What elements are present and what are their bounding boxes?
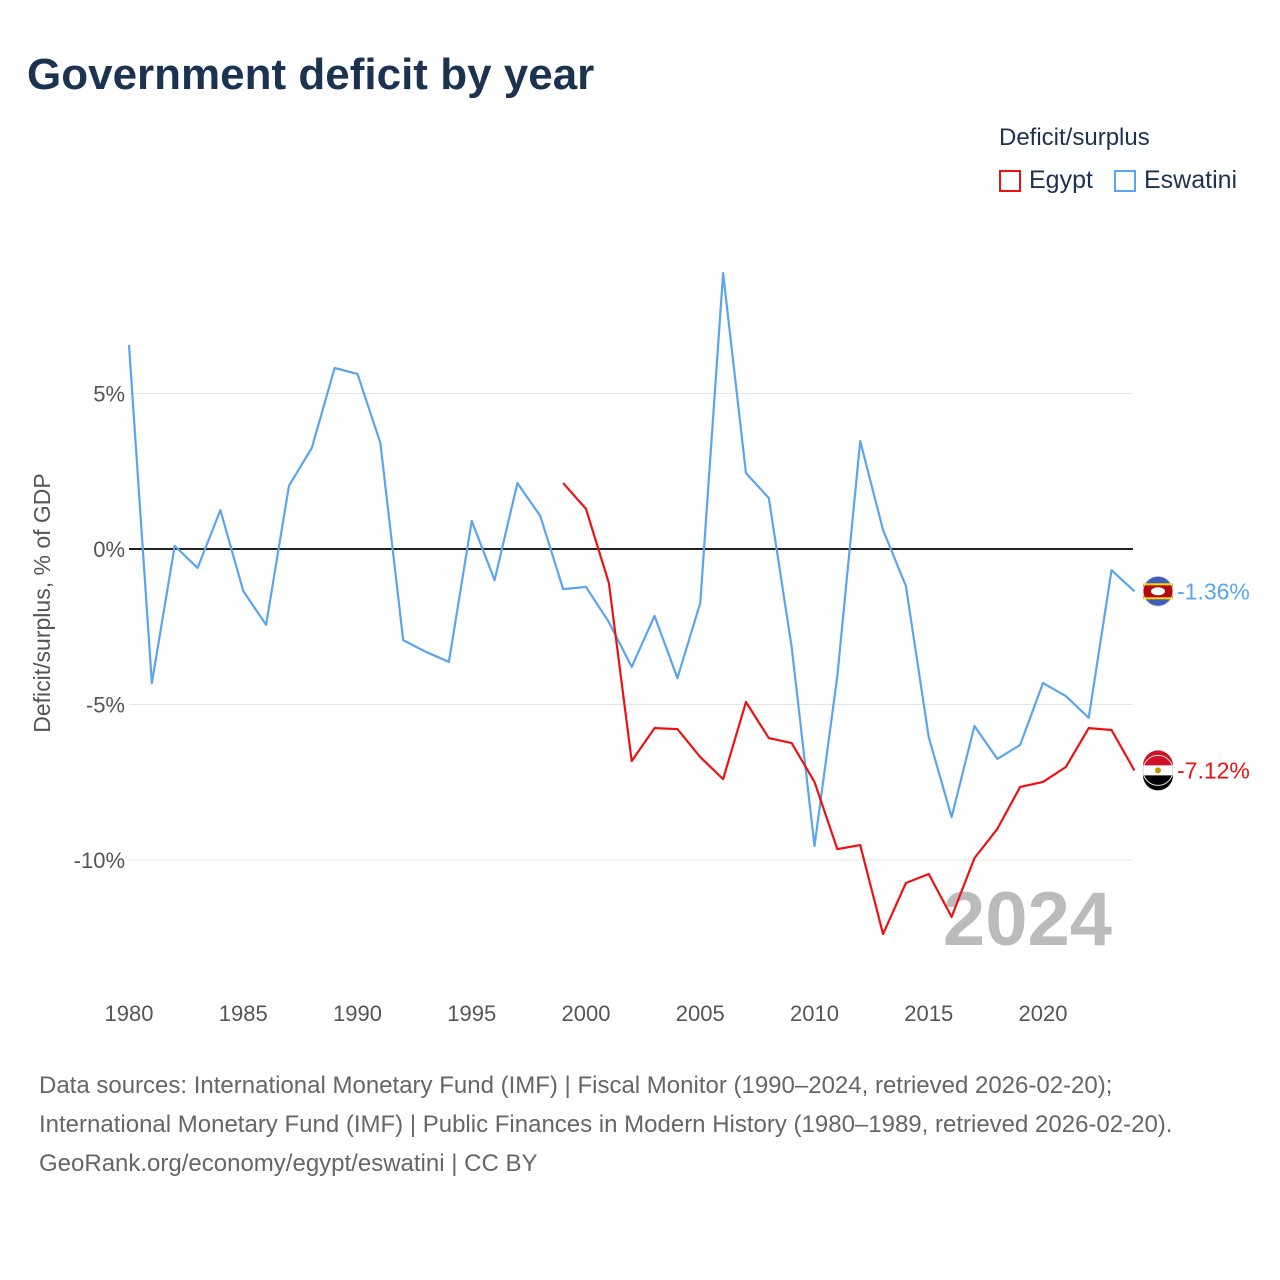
- x-tick-label: 1995: [447, 1001, 496, 1026]
- x-tick-label: 2015: [904, 1001, 953, 1026]
- legend-label: Eswatini: [1144, 166, 1238, 194]
- y-tick-label: -5%: [86, 693, 125, 718]
- y-tick-label: 5%: [93, 382, 125, 407]
- legend-label: Egypt: [1029, 166, 1093, 194]
- series-line-eswatini[interactable]: [127, 272, 1136, 848]
- data-sources: Data sources: International Monetary Fun…: [39, 1072, 1173, 1138]
- legend-item-egypt[interactable]: Egypt: [999, 166, 1093, 195]
- footer: Data sources: International Monetary Fun…: [39, 1066, 1239, 1183]
- legend-swatch-eswatini: [1114, 169, 1136, 192]
- y-tick-label: -10%: [74, 848, 125, 873]
- series-line-egypt[interactable]: [562, 482, 1136, 936]
- legend-title: Deficit/surplus: [999, 124, 1150, 151]
- flag-icon-eswatini: [1142, 575, 1174, 607]
- x-tick-label: 1990: [333, 1001, 382, 1026]
- y-tick-label: 0%: [93, 537, 125, 562]
- legend-item-eswatini[interactable]: Eswatini: [1114, 166, 1237, 195]
- flag-icon-egypt: [1142, 750, 1174, 791]
- x-tick-label: 2005: [676, 1001, 725, 1026]
- year-watermark: 2024: [943, 877, 1112, 962]
- chart-title: Government deficit by year: [27, 50, 595, 99]
- end-value-label: -7.12%: [1177, 757, 1250, 783]
- credit-link[interactable]: GeoRank.org/economy/egypt/eswatini | CC …: [39, 1150, 538, 1177]
- x-tick-label: 1980: [105, 1001, 154, 1026]
- x-tick-label: 2000: [562, 1001, 611, 1026]
- x-tick-label: 2010: [790, 1001, 839, 1026]
- x-tick-label: 1985: [219, 1001, 268, 1026]
- end-value-label: -1.36%: [1177, 578, 1250, 604]
- legend-swatch-egypt: [999, 169, 1021, 192]
- y-axis-label: Deficit/surplus, % of GDP: [29, 473, 55, 732]
- x-tick-label: 2020: [1019, 1001, 1068, 1026]
